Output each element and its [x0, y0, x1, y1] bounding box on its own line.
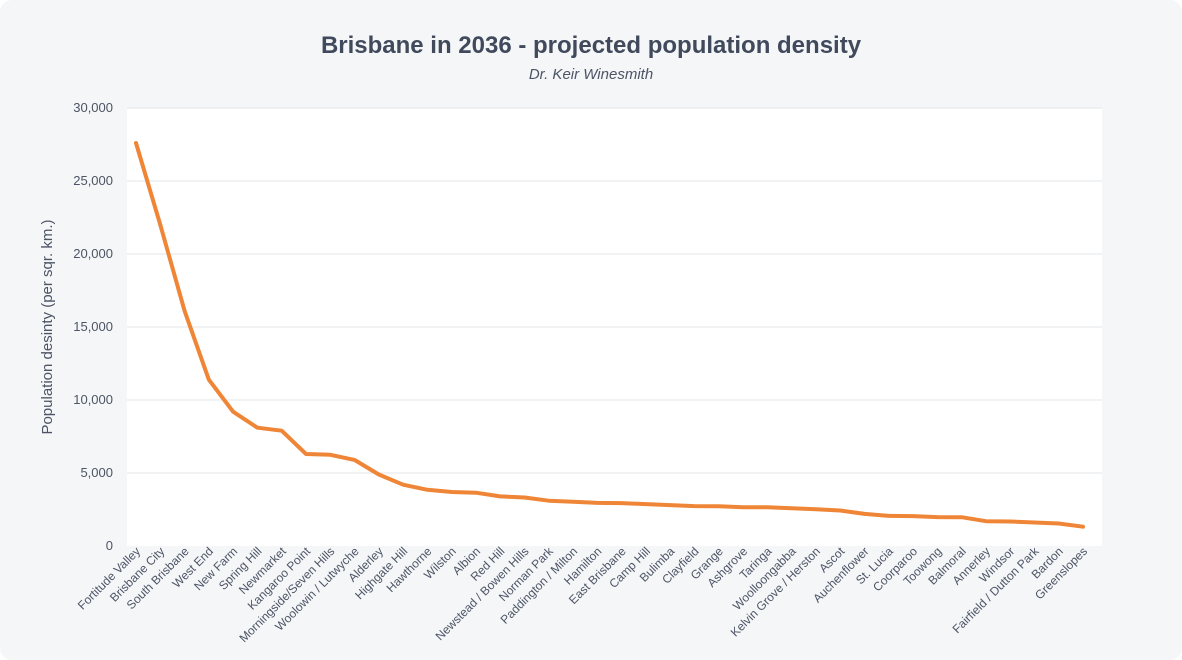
y-axis-label: Population desinty (per sqr. km.)	[39, 219, 56, 434]
y-tick-label: 0	[106, 538, 113, 553]
y-tick-label: 15,000	[73, 319, 113, 334]
y-tick-label: 25,000	[73, 173, 113, 188]
data-series	[134, 141, 1085, 529]
y-tick-label: 5,000	[80, 465, 113, 480]
series-line	[134, 141, 1085, 529]
y-tick-label: 10,000	[73, 392, 113, 407]
chart-subtitle: Dr. Keir Winesmith	[528, 66, 654, 83]
gridlines	[127, 107, 1102, 546]
y-tick-label: 30,000	[73, 100, 113, 115]
y-tick-label: 20,000	[73, 246, 113, 261]
y-axis-ticks: 0 5,000 10,000 15,000 20,000 25,000 30,000	[73, 100, 113, 553]
chart-title: Brisbane in 2036 - projected population …	[320, 32, 862, 59]
